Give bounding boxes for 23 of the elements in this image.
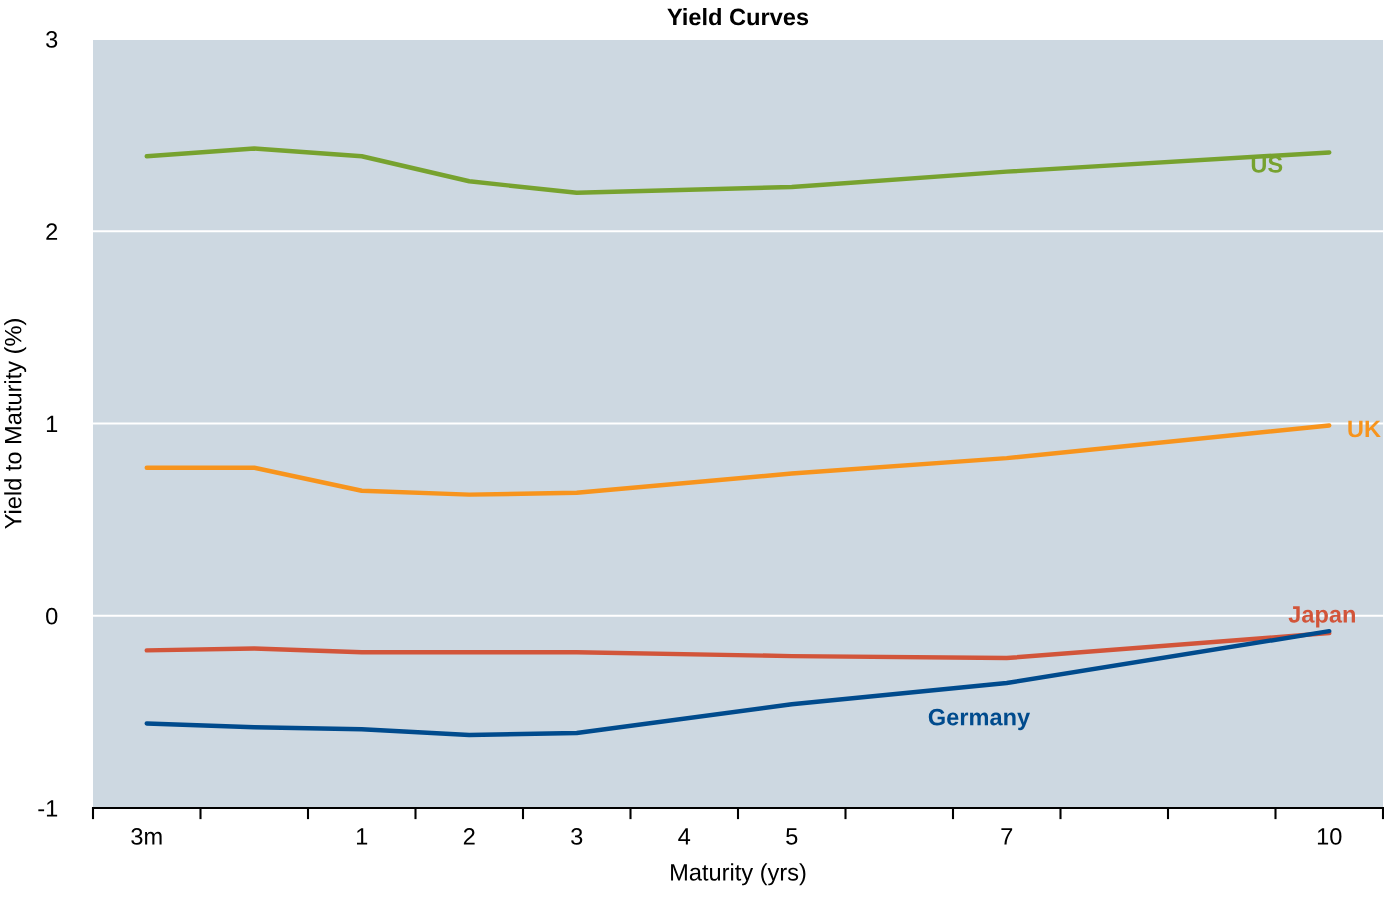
series-label: Germany — [928, 708, 1031, 731]
chart-title: Yield Curves — [667, 8, 809, 26]
x-tick-label: 3 — [571, 828, 583, 845]
x-tick-label: 1 — [356, 828, 368, 845]
y-tick-label: 1 — [46, 415, 58, 433]
x-axis-title: Maturity (yrs) — [671, 863, 806, 886]
y-tick-label: 3 — [46, 31, 58, 48]
line-series — [144, 630, 1332, 661]
series-label: UK — [1348, 420, 1381, 438]
line-series — [144, 423, 1332, 497]
x-tick-label: 10 — [1317, 828, 1342, 845]
y-tick-label: 2 — [46, 223, 58, 240]
y-tick-label: -1 — [38, 800, 58, 817]
line-series — [144, 628, 1332, 738]
x-tick-label: 5 — [786, 828, 798, 845]
x-tick-label: 7 — [1001, 828, 1013, 845]
y-axis-title: Yield to Maturity (%) — [4, 319, 27, 529]
series-label: Japan — [1288, 606, 1355, 628]
x-tick-label: 3m — [131, 828, 162, 845]
line-series — [144, 146, 1332, 196]
y-tick-label: 0 — [46, 607, 58, 625]
x-tick-label: 2 — [463, 828, 475, 845]
x-tick-label: 4 — [678, 828, 691, 845]
